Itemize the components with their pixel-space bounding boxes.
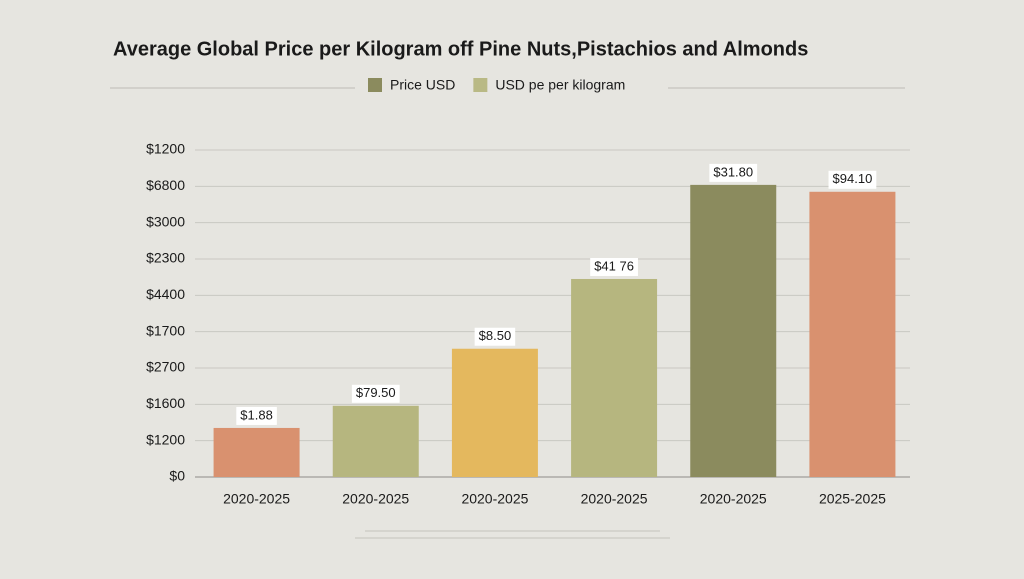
y-tick-label: $3000 bbox=[146, 213, 185, 229]
legend-label: USD pe per kilogram bbox=[495, 77, 625, 93]
value-label: $8.50 bbox=[479, 328, 512, 343]
value-label: $31.80 bbox=[713, 164, 753, 179]
y-tick-label: $6800 bbox=[146, 177, 185, 193]
chart-title: Average Global Price per Kilogram off Pi… bbox=[113, 38, 808, 60]
value-label: $1.88 bbox=[240, 407, 273, 422]
y-tick-label: $0 bbox=[169, 468, 185, 484]
x-tick-label: 2020-2025 bbox=[461, 491, 528, 507]
value-label-box bbox=[351, 384, 400, 403]
value-label-box bbox=[590, 257, 638, 276]
legend-swatch bbox=[368, 78, 382, 92]
bar bbox=[809, 191, 896, 478]
y-tick-label: $2700 bbox=[146, 359, 185, 375]
value-label-box bbox=[709, 163, 758, 182]
x-tick-label: 2020-2025 bbox=[223, 491, 290, 507]
legend-swatch bbox=[473, 78, 488, 92]
x-tick-label: 2020-2025 bbox=[581, 491, 648, 507]
bar bbox=[332, 405, 419, 477]
x-tick-label: 2025-2025 bbox=[819, 491, 886, 507]
value-label: $94.10 bbox=[833, 171, 873, 186]
y-tick-label: $1600 bbox=[146, 395, 185, 411]
y-tick-label: $1700 bbox=[146, 322, 185, 338]
value-label-box bbox=[236, 406, 277, 425]
y-tick-label: $1200 bbox=[146, 431, 185, 447]
value-label-box bbox=[474, 327, 516, 346]
bar bbox=[690, 184, 777, 477]
y-tick-label: $4400 bbox=[146, 286, 185, 302]
value-label: $79.50 bbox=[356, 385, 396, 400]
value-label: $41 76 bbox=[594, 258, 634, 273]
bar bbox=[213, 427, 300, 477]
bar bbox=[571, 278, 658, 477]
x-tick-label: 2020-2025 bbox=[700, 491, 767, 507]
bar bbox=[451, 348, 538, 477]
x-tick-label: 2020-2025 bbox=[342, 491, 409, 507]
legend-label: Price USD bbox=[390, 77, 455, 93]
y-tick-label: $2300 bbox=[146, 250, 185, 266]
value-label-box bbox=[828, 170, 877, 189]
y-tick-label: $1200 bbox=[146, 141, 185, 157]
